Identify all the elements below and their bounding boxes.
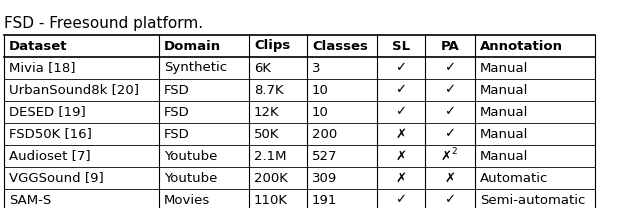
Text: Mivia [18]: Mivia [18] (9, 62, 76, 74)
Text: ✗: ✗ (396, 150, 406, 162)
Text: FSD: FSD (164, 83, 189, 97)
Text: Manual: Manual (480, 105, 529, 119)
Text: Clips: Clips (254, 40, 291, 52)
Text: Manual: Manual (480, 150, 529, 162)
Text: 8.7K: 8.7K (254, 83, 284, 97)
Text: Synthetic: Synthetic (164, 62, 227, 74)
Text: PA: PA (440, 40, 460, 52)
Text: 2: 2 (451, 147, 457, 156)
Text: ✓: ✓ (444, 62, 456, 74)
Text: FSD50K [16]: FSD50K [16] (9, 128, 92, 140)
Text: ✓: ✓ (444, 128, 456, 140)
Text: SAM-S: SAM-S (9, 193, 51, 207)
Text: Movies: Movies (164, 193, 211, 207)
Text: ✓: ✓ (444, 105, 456, 119)
Text: FSD: FSD (164, 128, 189, 140)
Text: Youtube: Youtube (164, 150, 218, 162)
Text: ✗: ✗ (440, 150, 452, 162)
Text: VGGSound [9]: VGGSound [9] (9, 172, 104, 184)
Text: ✗: ✗ (396, 172, 406, 184)
Text: ✓: ✓ (396, 83, 406, 97)
Text: Dataset: Dataset (9, 40, 67, 52)
Text: Manual: Manual (480, 62, 529, 74)
Text: 200: 200 (312, 128, 337, 140)
Text: 3: 3 (312, 62, 321, 74)
Text: SL: SL (392, 40, 410, 52)
Text: 110K: 110K (254, 193, 288, 207)
Text: Semi-automatic: Semi-automatic (480, 193, 586, 207)
Text: ✓: ✓ (396, 105, 406, 119)
Text: 527: 527 (312, 150, 337, 162)
Text: Youtube: Youtube (164, 172, 218, 184)
Text: Manual: Manual (480, 128, 529, 140)
Text: ✗: ✗ (444, 172, 456, 184)
Text: FSD: FSD (164, 105, 189, 119)
Text: Classes: Classes (312, 40, 368, 52)
Text: 200K: 200K (254, 172, 288, 184)
Text: ✓: ✓ (444, 83, 456, 97)
Text: ✓: ✓ (396, 193, 406, 207)
Text: DESED [19]: DESED [19] (9, 105, 86, 119)
Text: 10: 10 (312, 83, 329, 97)
Text: 50K: 50K (254, 128, 280, 140)
Text: ✓: ✓ (444, 193, 456, 207)
Text: ✓: ✓ (396, 62, 406, 74)
Text: 309: 309 (312, 172, 337, 184)
Text: Audioset [7]: Audioset [7] (9, 150, 91, 162)
Text: Automatic: Automatic (480, 172, 548, 184)
Text: FSD - Freesound platform.: FSD - Freesound platform. (4, 16, 203, 31)
Text: 191: 191 (312, 193, 337, 207)
Text: UrbanSound8k [20]: UrbanSound8k [20] (9, 83, 139, 97)
Text: 6K: 6K (254, 62, 271, 74)
Text: Domain: Domain (164, 40, 221, 52)
Text: Annotation: Annotation (480, 40, 563, 52)
Text: Manual: Manual (480, 83, 529, 97)
Text: ✗: ✗ (396, 128, 406, 140)
Text: 10: 10 (312, 105, 329, 119)
Text: 2.1M: 2.1M (254, 150, 287, 162)
Text: 12K: 12K (254, 105, 280, 119)
